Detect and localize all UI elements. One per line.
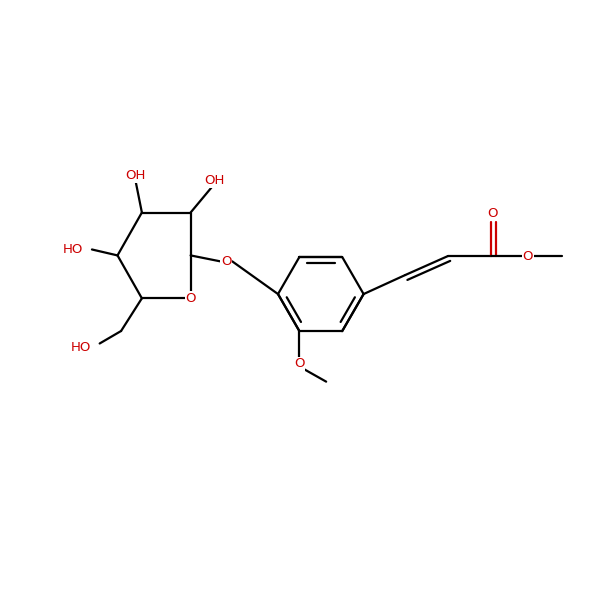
Text: O: O: [294, 358, 305, 370]
Text: O: O: [221, 255, 232, 268]
Text: O: O: [487, 207, 497, 220]
Text: HO: HO: [63, 243, 83, 256]
Text: OH: OH: [204, 174, 224, 187]
Text: HO: HO: [71, 341, 91, 354]
Text: OH: OH: [126, 169, 146, 182]
Text: O: O: [523, 250, 533, 263]
Text: O: O: [185, 292, 196, 305]
